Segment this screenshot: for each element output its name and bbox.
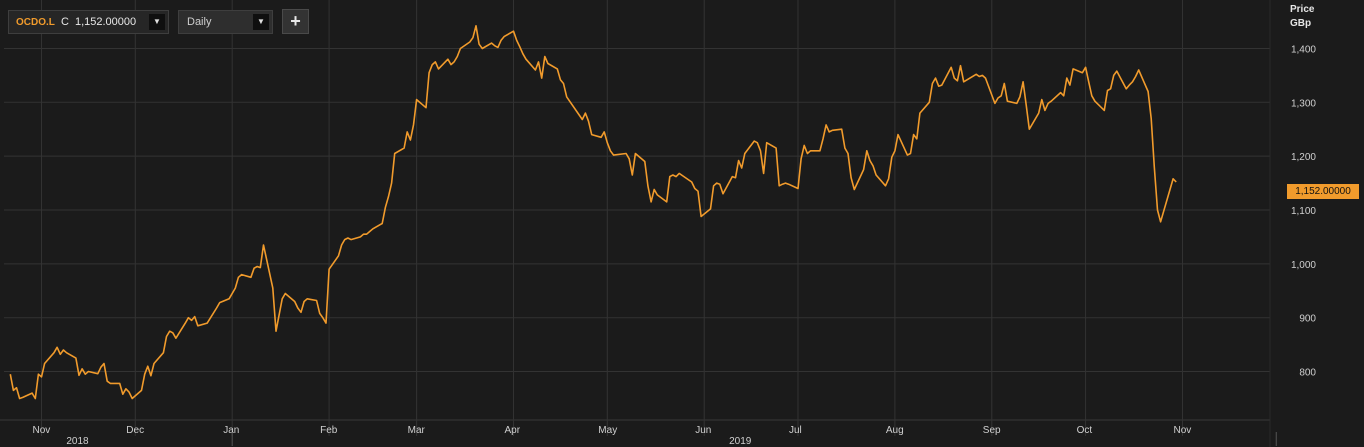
month-tick-label: Jan xyxy=(223,425,239,436)
month-tick-label: Jun xyxy=(695,425,711,436)
chevron-down-icon[interactable]: ▼ xyxy=(253,14,269,30)
month-tick-label: Nov xyxy=(1173,425,1191,436)
y-tick-label: 1,000 xyxy=(1291,260,1316,271)
month-tick-label: Mar xyxy=(408,425,426,436)
last-value: 1,152.00000 xyxy=(74,16,137,28)
last-price-tag: 1,152.00000 xyxy=(1287,184,1359,199)
month-tick-label: Apr xyxy=(505,425,521,436)
interval-selector[interactable]: Daily ▼ xyxy=(178,10,273,34)
y-tick-label: 1,300 xyxy=(1291,98,1316,109)
y-tick-label: 1,200 xyxy=(1291,152,1316,163)
y-tick-label: 1,400 xyxy=(1291,44,1316,55)
instrument-selector[interactable]: OCDO.L C 1,152.00000 ▼ xyxy=(8,10,169,34)
price-line xyxy=(9,25,1177,400)
year-tick-label: 2018 xyxy=(66,436,89,447)
month-tick-label: Oct xyxy=(1077,425,1093,436)
price-series xyxy=(9,25,1177,400)
add-button[interactable]: + xyxy=(282,9,309,34)
month-tick-label: Feb xyxy=(320,425,338,436)
month-tick-label: Aug xyxy=(886,425,904,436)
month-tick-label: Nov xyxy=(33,425,51,436)
month-tick-label: May xyxy=(598,425,617,436)
y-tick-label: 1,100 xyxy=(1291,206,1316,217)
chart-grid xyxy=(0,0,1271,447)
interval-label: Daily xyxy=(187,16,212,28)
y-axis-title: Price xyxy=(1290,4,1315,15)
y-tick-label: 900 xyxy=(1299,314,1316,325)
y-axis-unit: GBp xyxy=(1290,18,1312,29)
x-axis: Nov Dec Jan Feb Mar Apr May Jun Jul Aug Sep Oct Nov 2… xyxy=(33,425,1277,447)
chart-toolbar: OCDO.L C 1,152.00000 ▼ Daily ▼ + xyxy=(0,0,320,40)
y-axis: 800 900 1,000 1,100 1,200 1,300 1,400 xyxy=(1291,44,1316,378)
month-tick-label: Jul xyxy=(789,425,802,436)
month-tick-label: Sep xyxy=(983,425,1001,436)
ric-label: OCDO.L xyxy=(16,17,55,28)
field-prefix: C xyxy=(60,16,69,28)
y-tick-label: 800 xyxy=(1299,368,1316,379)
month-tick-label: Dec xyxy=(126,425,144,436)
year-tick-label: 2019 xyxy=(729,436,752,447)
chevron-down-icon[interactable]: ▼ xyxy=(149,14,165,30)
